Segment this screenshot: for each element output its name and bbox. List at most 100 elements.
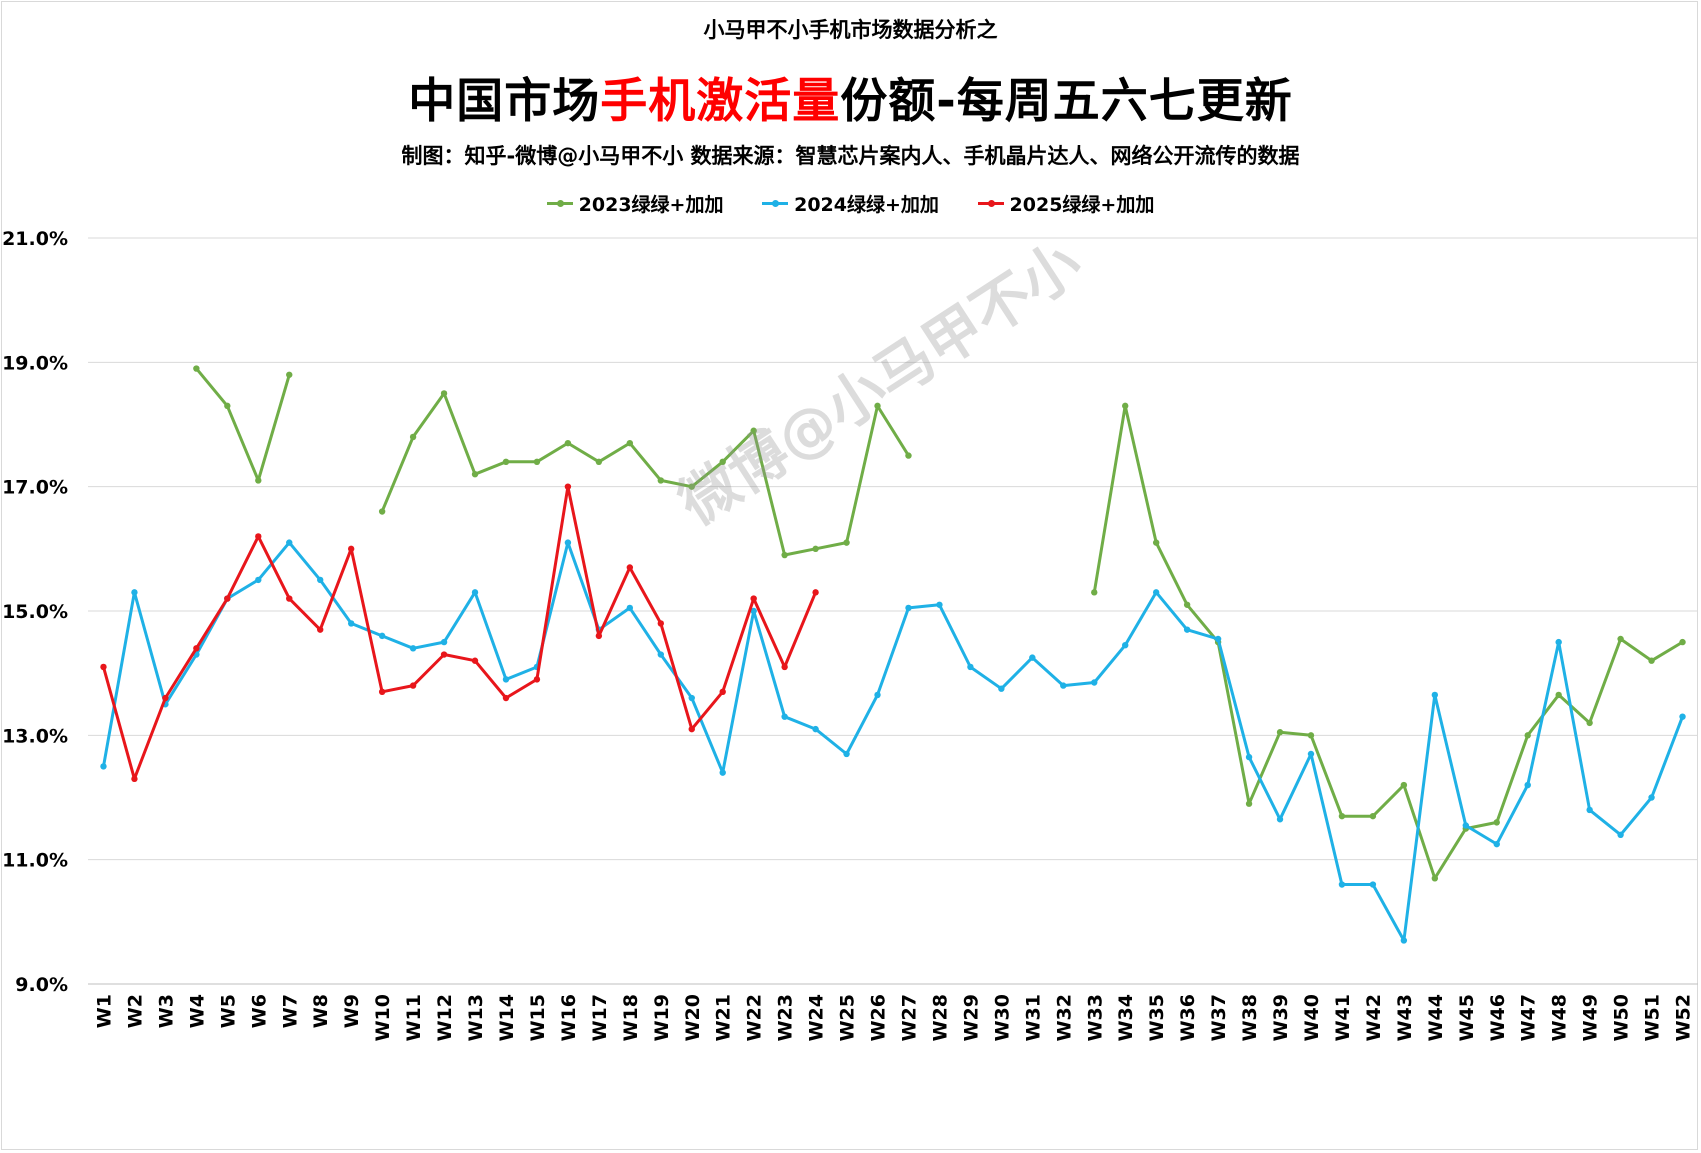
data-point-2023 (874, 402, 881, 410)
data-point-2024 (286, 539, 293, 546)
title-part2: 份额-每周五六七更新 (840, 74, 1293, 129)
data-point-2024 (905, 604, 912, 612)
data-point-2023 (781, 551, 788, 559)
data-point-2024 (100, 763, 107, 770)
data-point-2025 (347, 545, 355, 553)
x-tick-label: W40 (1301, 994, 1323, 1041)
x-tick-label: W18 (620, 994, 642, 1041)
data-point-2023 (1617, 635, 1624, 643)
x-tick-label: W43 (1394, 994, 1416, 1041)
data-point-2023 (1245, 800, 1253, 807)
x-tick-label: W27 (898, 994, 920, 1041)
data-point-2024 (1214, 635, 1222, 643)
y-tick-label: 19.0% (2, 352, 68, 374)
data-point-2024 (1431, 691, 1439, 699)
data-point-2025 (378, 688, 386, 696)
data-point-2025 (657, 620, 664, 627)
data-point-2024 (471, 589, 479, 596)
data-point-2023 (1122, 402, 1129, 410)
data-point-2024 (1524, 781, 1531, 789)
y-tick-label: 9.0% (15, 974, 68, 996)
y-tick-label: 11.0% (2, 850, 68, 872)
x-tick-label: W33 (1084, 994, 1106, 1041)
x-tick-label: W31 (1022, 994, 1044, 1041)
data-point-2025 (255, 533, 262, 540)
data-point-2025 (131, 775, 138, 783)
data-point-2025 (193, 645, 200, 652)
data-point-2024 (657, 651, 664, 658)
x-tick-label: W20 (682, 994, 704, 1041)
data-point-2025 (750, 595, 757, 602)
y-tick-label: 15.0% (2, 601, 68, 623)
x-tick-label: W1 (93, 994, 115, 1028)
data-point-2025 (162, 694, 169, 702)
data-point-2023 (1369, 812, 1377, 820)
data-point-2023 (905, 452, 912, 459)
data-point-2023 (564, 439, 572, 447)
series-line-2024 (102, 541, 1684, 942)
x-tick-label: W3 (155, 994, 177, 1028)
data-point-2024 (378, 632, 386, 640)
data-point-2023 (286, 371, 293, 378)
x-tick-label: W26 (868, 994, 890, 1041)
legend-label-2024: 2024绿绿+加加 (794, 194, 939, 216)
data-point-2024 (1183, 626, 1191, 633)
x-tick-label: W16 (558, 994, 580, 1041)
data-point-2024 (1276, 816, 1284, 823)
data-point-2024 (1122, 641, 1129, 649)
data-point-2025 (317, 626, 324, 633)
legend-swatch-2024 (762, 199, 789, 207)
x-tick-label: W8 (310, 994, 332, 1028)
data-point-2025 (471, 657, 479, 664)
data-point-2023 (688, 483, 695, 490)
data-point-2023 (1307, 732, 1315, 739)
data-point-2024 (626, 604, 634, 612)
data-point-2025 (781, 663, 788, 671)
data-point-2024 (564, 539, 572, 546)
x-tick-label: W44 (1425, 994, 1447, 1041)
chart-title: 中国市场手机激活量份额-每周五六七更新 (0, 62, 1701, 131)
y-tick-label: 13.0% (2, 725, 68, 747)
data-point-2024 (1400, 937, 1408, 944)
legend-label-2023: 2023绿绿+加加 (578, 194, 724, 216)
x-tick-label: W42 (1363, 994, 1385, 1041)
data-point-2023 (502, 458, 510, 465)
data-point-2024 (502, 676, 510, 683)
data-point-2024 (255, 576, 262, 584)
legend-label-2025: 2025绿绿+加加 (1009, 194, 1155, 216)
data-point-2024 (843, 750, 850, 758)
data-point-2024 (347, 620, 355, 627)
data-point-2024 (131, 589, 138, 596)
data-point-2024 (1307, 750, 1315, 758)
x-tick-label: W9 (341, 994, 363, 1028)
x-tick-label: W6 (248, 994, 270, 1028)
x-tick-label: W23 (775, 994, 797, 1041)
data-point-2024 (1029, 654, 1036, 661)
data-point-2024 (1679, 713, 1686, 720)
data-point-2024 (1245, 753, 1253, 761)
data-point-2024 (874, 691, 881, 699)
data-point-2024 (781, 713, 788, 720)
data-point-2023 (657, 477, 664, 484)
data-point-2024 (1091, 679, 1098, 686)
data-point-2023 (719, 458, 726, 465)
data-point-2023 (533, 458, 541, 465)
x-tick-label: W24 (806, 994, 828, 1041)
data-point-2025 (812, 589, 819, 596)
data-point-2023 (626, 439, 634, 447)
x-tick-label: W50 (1611, 994, 1633, 1041)
data-point-2025 (409, 682, 417, 689)
data-point-2024 (936, 601, 943, 608)
data-point-2024 (409, 645, 417, 652)
data-point-2023 (1431, 875, 1439, 882)
chart-subtitle: 制图：知乎-微博@小马甲不小 数据来源：智慧芯片案内人、手机晶片达人、网络公开流… (401, 144, 1300, 168)
data-point-2024 (1586, 806, 1593, 814)
data-point-2025 (440, 651, 448, 658)
legend-item-2023: 2023绿绿+加加 (546, 190, 724, 217)
data-point-2024 (719, 769, 726, 776)
x-tick-label: W12 (434, 994, 456, 1041)
legend-item-2024: 2024绿绿+加加 (762, 190, 939, 217)
data-point-2023 (440, 390, 448, 397)
data-point-2025 (688, 725, 695, 733)
